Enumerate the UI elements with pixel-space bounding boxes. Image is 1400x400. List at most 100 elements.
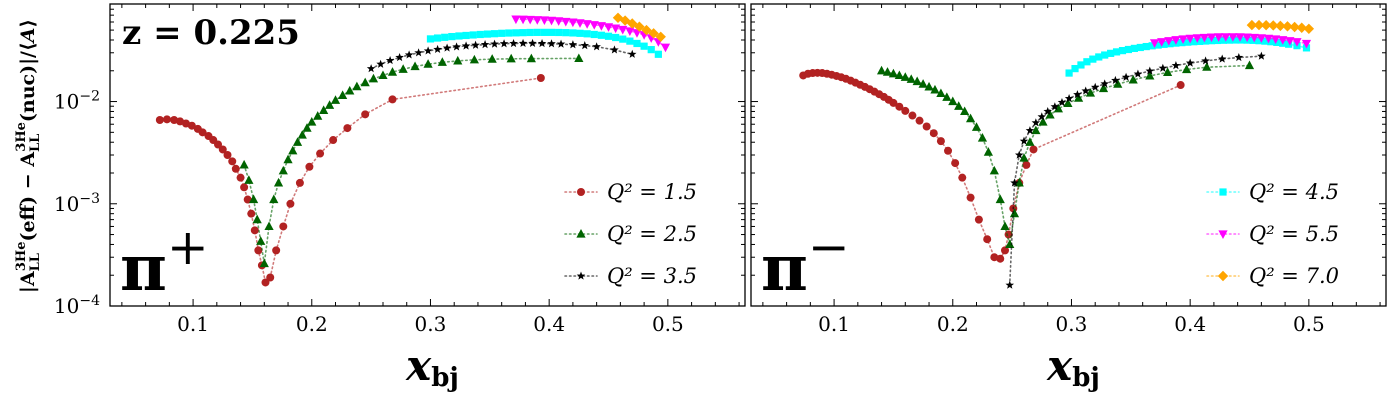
data-point bbox=[352, 81, 362, 91]
data-point bbox=[525, 15, 535, 25]
data-point bbox=[404, 50, 414, 59]
data-point bbox=[603, 23, 614, 32]
data-point bbox=[385, 56, 395, 65]
data-point bbox=[1301, 39, 1312, 49]
data-point bbox=[1257, 51, 1266, 60]
data-point bbox=[286, 199, 295, 208]
data-point bbox=[1267, 38, 1275, 46]
data-point bbox=[528, 38, 537, 47]
data-point bbox=[319, 105, 329, 114]
data-point bbox=[537, 38, 547, 48]
data-point bbox=[295, 178, 304, 187]
data-point bbox=[1271, 35, 1281, 45]
data-point bbox=[378, 70, 388, 80]
data-point bbox=[1089, 55, 1097, 63]
data-point bbox=[360, 77, 370, 87]
y-label-a2-sub: LL bbox=[28, 134, 43, 152]
legend-label: Q² = 2.5 bbox=[607, 222, 697, 246]
data-point bbox=[660, 43, 671, 53]
data-point bbox=[214, 140, 223, 149]
data-point bbox=[361, 110, 370, 119]
y-label-a1-sup: 3He bbox=[14, 242, 29, 272]
series-2 bbox=[366, 38, 637, 73]
data-point bbox=[640, 42, 648, 50]
data-point bbox=[647, 46, 655, 54]
data-point bbox=[924, 81, 934, 91]
data-point bbox=[455, 32, 463, 40]
data-point bbox=[971, 122, 982, 131]
legend-entry: Q² = 2.5 bbox=[564, 222, 697, 246]
data-point bbox=[655, 31, 666, 42]
data-point bbox=[989, 165, 999, 175]
data-point bbox=[490, 30, 499, 38]
data-point bbox=[1181, 64, 1192, 74]
data-point bbox=[307, 117, 317, 126]
data-point bbox=[1001, 246, 1009, 255]
data-point bbox=[526, 28, 534, 37]
data-point bbox=[1124, 45, 1133, 54]
data-point bbox=[611, 24, 621, 34]
legend-label: Q² = 5.5 bbox=[1249, 222, 1339, 246]
data-point bbox=[918, 79, 928, 88]
data-point bbox=[476, 30, 484, 39]
data-point bbox=[261, 278, 270, 287]
y-label-a2-sup: 3He bbox=[14, 122, 29, 152]
data-point bbox=[1022, 160, 1031, 169]
data-point bbox=[1154, 41, 1162, 49]
data-point bbox=[343, 124, 352, 133]
data-point bbox=[882, 67, 893, 76]
data-point bbox=[901, 106, 910, 115]
data-point bbox=[272, 246, 281, 255]
x-axis-label: xbj bbox=[1046, 341, 1100, 393]
data-point bbox=[954, 101, 964, 110]
data-point bbox=[604, 32, 613, 40]
data-point bbox=[236, 173, 245, 182]
data-point bbox=[288, 145, 298, 155]
data-point bbox=[1043, 106, 1053, 116]
data-point bbox=[983, 235, 992, 244]
data-point bbox=[906, 74, 916, 83]
z-annotation: z = 0.225 bbox=[122, 13, 300, 53]
data-point bbox=[1029, 145, 1038, 154]
data-point bbox=[1145, 70, 1155, 80]
data-point bbox=[547, 28, 556, 36]
data-point bbox=[433, 44, 442, 53]
data-point bbox=[983, 147, 993, 156]
data-point bbox=[1031, 118, 1041, 127]
data-point bbox=[1025, 137, 1035, 146]
data-point bbox=[1303, 23, 1315, 34]
data-point bbox=[900, 72, 910, 81]
data-point bbox=[324, 100, 335, 109]
data-point bbox=[442, 43, 452, 52]
data-point bbox=[1085, 88, 1096, 97]
data-point bbox=[1130, 44, 1138, 53]
data-point bbox=[641, 24, 652, 36]
data-point bbox=[1249, 36, 1257, 44]
data-point bbox=[633, 39, 641, 48]
series-1 bbox=[876, 60, 1255, 249]
data-point bbox=[1196, 37, 1204, 45]
y-label-close: ⟩ bbox=[17, 19, 39, 28]
data-point bbox=[376, 59, 385, 68]
data-point bbox=[1000, 221, 1010, 231]
data-point bbox=[1171, 61, 1181, 70]
data-point bbox=[1166, 40, 1174, 48]
data-point bbox=[511, 15, 521, 25]
data-point bbox=[223, 151, 232, 159]
data-point bbox=[625, 27, 635, 36]
data-point bbox=[1213, 36, 1222, 45]
data-point bbox=[930, 84, 940, 94]
data-point bbox=[278, 165, 288, 175]
data-point bbox=[547, 39, 556, 48]
data-point bbox=[1178, 35, 1188, 45]
legend-label: Q² = 1.5 bbox=[607, 180, 697, 204]
data-point bbox=[1260, 20, 1272, 31]
data-point bbox=[410, 61, 420, 71]
data-point bbox=[387, 67, 398, 76]
data-point bbox=[648, 28, 659, 39]
legend-marker bbox=[577, 188, 585, 196]
data-point bbox=[506, 53, 516, 63]
data-point bbox=[1025, 126, 1035, 135]
data-point bbox=[1184, 38, 1192, 46]
data-point bbox=[423, 59, 433, 68]
